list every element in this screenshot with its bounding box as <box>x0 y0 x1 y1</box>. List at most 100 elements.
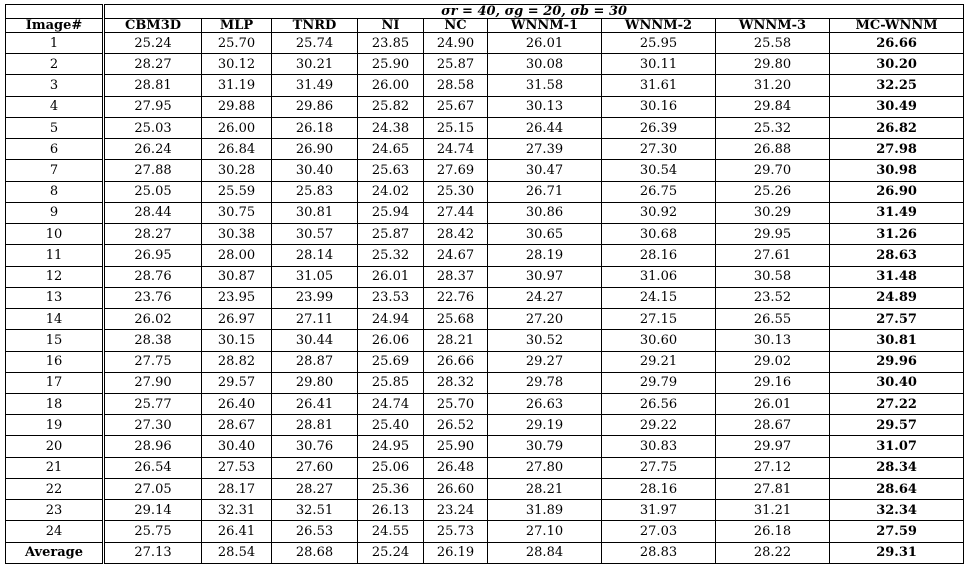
image-index-cell: 13 <box>5 286 105 310</box>
psnr-cell: 27.30 <box>601 138 716 161</box>
psnr-cell: 30.13 <box>487 95 602 118</box>
image-index-cell: 1 <box>5 31 105 55</box>
psnr-cell: 22.76 <box>423 286 488 310</box>
psnr-cell: 32.31 <box>201 499 272 522</box>
table-row: 22 27.05 28.17 28.27 25.36 26.60 28.21 28.16 27.… <box>5 477 965 501</box>
psnr-cell: 31.06 <box>601 265 716 288</box>
psnr-cell: 30.20 <box>828 53 965 76</box>
table-row: 6 26.24 26.84 26.90 24.65 24.74 27.39 27.30 26.8… <box>5 138 965 161</box>
psnr-cell: 27.22 <box>828 392 965 416</box>
psnr-cell: 29.16 <box>715 371 830 394</box>
psnr-cell: 27.59 <box>828 520 965 543</box>
psnr-cell: 28.87 <box>271 350 358 373</box>
psnr-cell: 29.14 <box>103 499 202 522</box>
psnr-cell: 27.05 <box>103 477 202 501</box>
psnr-cell: 24.90 <box>423 31 488 55</box>
psnr-cell: 26.84 <box>201 138 272 161</box>
psnr-cell: 25.94 <box>357 201 424 225</box>
image-index-cell: 21 <box>5 456 105 479</box>
psnr-cell: 31.49 <box>828 201 965 225</box>
psnr-cell: 25.69 <box>357 350 424 373</box>
psnr-cell: 28.81 <box>103 74 202 97</box>
column-header: NC <box>423 18 488 33</box>
psnr-cell: 30.76 <box>271 435 358 458</box>
table-row: 18 25.77 26.40 26.41 24.74 25.70 26.63 26.56 26.… <box>5 392 965 416</box>
psnr-cell: 27.20 <box>487 308 602 331</box>
psnr-cell: 29.84 <box>715 95 830 118</box>
table-row: 15 28.38 30.15 30.44 26.06 28.21 30.52 30.60 30.… <box>5 329 965 352</box>
table-row: 9 28.44 30.75 30.81 25.94 27.44 30.86 30.92 30.2… <box>5 201 965 225</box>
psnr-cell: 26.55 <box>715 308 830 331</box>
psnr-cell: 31.21 <box>715 499 830 522</box>
average-cell: 28.22 <box>715 541 830 565</box>
psnr-cell: 32.25 <box>828 74 965 97</box>
psnr-cell: 23.99 <box>271 286 358 310</box>
psnr-cell: 24.55 <box>357 520 424 543</box>
psnr-cell: 29.97 <box>715 435 830 458</box>
column-header: NI <box>357 18 424 33</box>
psnr-cell: 24.94 <box>357 308 424 331</box>
average-cell: 29.31 <box>828 541 965 565</box>
psnr-cell: 29.57 <box>201 371 272 394</box>
group-header-row: σr = 40, σg = 20, σb = 30 <box>5 4 965 19</box>
psnr-cell: 26.18 <box>271 116 358 140</box>
psnr-cell: 25.87 <box>357 223 424 246</box>
image-index-cell: 12 <box>5 265 105 288</box>
average-label: Average <box>5 541 105 565</box>
column-header: MLP <box>201 18 272 33</box>
average-cell: 27.13 <box>103 541 202 565</box>
image-index-cell: 3 <box>5 74 105 97</box>
psnr-cell: 27.44 <box>423 201 488 225</box>
psnr-cell: 26.54 <box>103 456 202 479</box>
psnr-cell: 27.90 <box>103 371 202 394</box>
image-index-cell: 11 <box>5 244 105 267</box>
psnr-cell: 30.44 <box>271 329 358 352</box>
psnr-cell: 27.95 <box>103 95 202 118</box>
psnr-cell: 25.83 <box>271 180 358 203</box>
psnr-cell: 30.47 <box>487 159 602 182</box>
column-header: WNNM-2 <box>601 18 716 33</box>
table-row: 4 27.95 29.88 29.86 25.82 25.67 30.13 30.16 29.8… <box>5 95 965 118</box>
psnr-cell: 30.92 <box>601 201 716 225</box>
psnr-cell: 27.53 <box>201 456 272 479</box>
psnr-cell: 27.80 <box>487 456 602 479</box>
image-index-cell: 24 <box>5 520 105 543</box>
psnr-cell: 30.08 <box>487 53 602 76</box>
psnr-cell: 24.15 <box>601 286 716 310</box>
psnr-cell: 26.97 <box>201 308 272 331</box>
psnr-cell: 29.95 <box>715 223 830 246</box>
psnr-cell: 27.57 <box>828 308 965 331</box>
psnr-cell: 25.15 <box>423 116 488 140</box>
psnr-cell: 30.57 <box>271 223 358 246</box>
table-row: 23 29.14 32.31 32.51 26.13 23.24 31.89 31.97 31.… <box>5 499 965 522</box>
psnr-cell: 24.27 <box>487 286 602 310</box>
image-index-cell: 20 <box>5 435 105 458</box>
psnr-cell: 25.70 <box>201 31 272 55</box>
psnr-cell: 25.03 <box>103 116 202 140</box>
image-index-cell: 14 <box>5 308 105 331</box>
psnr-cell: 26.01 <box>487 31 602 55</box>
table-row: 12 28.76 30.87 31.05 26.01 28.37 30.97 31.06 30.… <box>5 265 965 288</box>
average-cell: 28.83 <box>601 541 716 565</box>
psnr-cell: 25.68 <box>423 308 488 331</box>
psnr-cell: 24.89 <box>828 286 965 310</box>
psnr-cell: 28.58 <box>423 74 488 97</box>
psnr-cell: 28.42 <box>423 223 488 246</box>
psnr-cell: 26.41 <box>201 520 272 543</box>
psnr-cell: 24.02 <box>357 180 424 203</box>
table-row: 3 28.81 31.19 31.49 26.00 28.58 31.58 31.61 31.2… <box>5 74 965 97</box>
psnr-cell: 32.51 <box>271 499 358 522</box>
table-row: 5 25.03 26.00 26.18 24.38 25.15 26.44 26.39 25.3… <box>5 116 965 140</box>
psnr-cell: 30.11 <box>601 53 716 76</box>
psnr-cell: 30.40 <box>828 371 965 394</box>
psnr-cell: 31.61 <box>601 74 716 97</box>
psnr-cell: 26.06 <box>357 329 424 352</box>
psnr-cell: 28.64 <box>828 477 965 501</box>
psnr-cell: 27.75 <box>103 350 202 373</box>
psnr-cell: 30.49 <box>828 95 965 118</box>
psnr-cell: 31.89 <box>487 499 602 522</box>
psnr-cell: 25.85 <box>357 371 424 394</box>
psnr-cell: 30.28 <box>201 159 272 182</box>
psnr-cell: 26.18 <box>715 520 830 543</box>
psnr-cell: 30.29 <box>715 201 830 225</box>
